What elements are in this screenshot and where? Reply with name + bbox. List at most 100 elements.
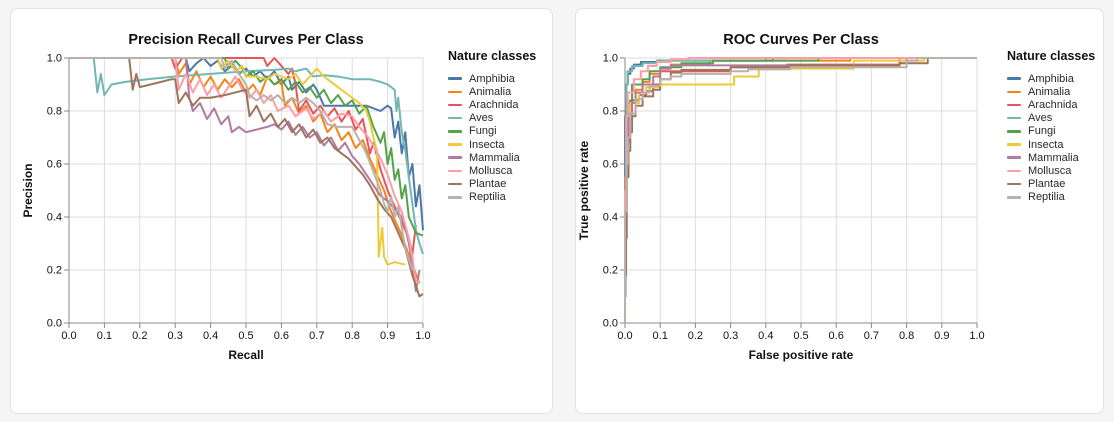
y-tick-label: 0.2 — [603, 265, 618, 277]
legend-item: Fungi — [448, 125, 536, 138]
x-tick-label: 0.3 — [723, 330, 738, 342]
x-tick-label: 0.1 — [97, 330, 112, 342]
legend-item: Amphibia — [1007, 72, 1095, 85]
legend-item: Plantae — [1007, 178, 1095, 191]
legend-swatch-icon — [448, 182, 462, 186]
y-axis-title: True positive rate — [577, 140, 591, 240]
series-line-fungi — [69, 57, 424, 237]
legend-swatch-icon — [448, 130, 462, 133]
x-axis-title: Recall — [228, 348, 263, 362]
legend-label: Animalia — [1028, 85, 1071, 98]
legend-item: Arachnida — [1007, 98, 1095, 111]
chart-svg: 0.0 0.1 0.2 0.3 0.4 0.5 0.6 0.7 0.8 0.9 1.0 0.0 0.2 0… — [21, 53, 431, 363]
legend-swatch-icon — [1007, 196, 1021, 199]
pr-chart-card: Precision Recall Curves Per Class 0.0 0.1… — [10, 8, 553, 414]
series-line-mollusca — [624, 57, 977, 323]
legend-swatch-icon — [1007, 103, 1021, 107]
legend-label: Amphibia — [1028, 72, 1074, 85]
x-tick-label: 0.9 — [380, 330, 395, 342]
y-tick-label: 1.0 — [47, 53, 62, 65]
legend-swatch-icon — [1007, 130, 1021, 133]
y-tick-label: 0.8 — [47, 106, 62, 118]
x-tick-label: 0.3 — [168, 330, 183, 342]
legend-swatch-icon — [1007, 116, 1021, 120]
y-tick-label: 0.0 — [47, 318, 62, 330]
legend-swatch-icon — [1007, 156, 1021, 159]
y-tick-label: 0.4 — [47, 212, 62, 224]
legend-item: Plantae — [448, 178, 536, 191]
legend-item: Mollusca — [448, 164, 536, 177]
legend-items: Amphibia Animalia Arachnida Aves Fungi Insect… — [1007, 72, 1095, 204]
legend-item: Reptilia — [448, 191, 536, 204]
legend-swatch-icon — [1007, 182, 1021, 186]
legend-label: Fungi — [1028, 125, 1056, 138]
legend-swatch-icon — [448, 103, 462, 107]
legend-label: Mollusca — [469, 164, 513, 177]
legend-item: Insecta — [448, 138, 536, 151]
legend-swatch-icon — [448, 77, 462, 80]
x-tick-label: 0.6 — [829, 330, 844, 342]
legend-swatch-icon — [448, 156, 462, 159]
legend-label: Arachnida — [469, 98, 519, 111]
x-tick-label: 0.5 — [793, 330, 808, 342]
x-tick-label: 1.0 — [415, 330, 430, 342]
x-tick-label: 1.0 — [969, 330, 984, 342]
legend-label: Plantae — [469, 178, 507, 191]
roc-chart-card: ROC Curves Per Class 0.0 0.1 0.2 0.3 0.4 0.5 0… — [575, 8, 1104, 414]
legend-label: Mollusca — [1028, 164, 1072, 177]
legend-label: Animalia — [469, 85, 512, 98]
legend-item: Mammalia — [1007, 151, 1095, 164]
x-tick-label: 0.2 — [132, 330, 147, 342]
y-tick-label: 0.4 — [603, 212, 618, 224]
series-line-aves — [69, 57, 424, 255]
legend-swatch-icon — [448, 143, 462, 146]
legend-swatch-icon — [1007, 143, 1021, 146]
x-tick-label: 0.1 — [653, 330, 668, 342]
legend-label: Plantae — [1028, 178, 1066, 191]
pr-legend: Nature classes Amphibia Animalia Arachnida… — [448, 49, 536, 204]
pr-chart-title: Precision Recall Curves Per Class — [128, 32, 364, 48]
x-tick-label: 0.7 — [309, 330, 324, 342]
legend-label: Mammalia — [469, 151, 520, 164]
series-line-plantae — [69, 57, 424, 298]
y-tick-label: 0.0 — [603, 318, 618, 330]
x-axis-title: False positive rate — [749, 348, 854, 362]
y-axis-title: Precision — [21, 163, 35, 217]
series-line-reptilia — [69, 57, 414, 271]
y-tick-label: 0.2 — [47, 265, 62, 277]
roc-chart-title: ROC Curves Per Class — [723, 32, 879, 48]
legend-title: Nature classes — [1007, 49, 1096, 63]
y-tick-label: 0.6 — [603, 159, 618, 171]
legend-item: Insecta — [1007, 138, 1095, 151]
legend-label: Amphibia — [469, 72, 515, 85]
legend-swatch-icon — [1007, 77, 1021, 80]
legend-label: Reptilia — [469, 191, 506, 204]
x-tick-label: 0.9 — [934, 330, 949, 342]
legend-label: Mammalia — [1028, 151, 1079, 164]
chart-svg: 0.0 0.1 0.2 0.3 0.4 0.5 0.6 0.7 0.8 0.9 1.0 0.0 0.2 0… — [577, 53, 985, 363]
legend-item: Mollusca — [1007, 164, 1095, 177]
x-tick-label: 0.4 — [203, 330, 218, 342]
legend-item: Amphibia — [448, 72, 536, 85]
legend-title: Nature classes — [448, 49, 537, 63]
legend-item: Fungi — [1007, 125, 1095, 138]
series-line-insecta — [69, 57, 406, 266]
x-tick-label: 0.8 — [345, 330, 360, 342]
legend-item: Arachnida — [448, 98, 536, 111]
legend-swatch-icon — [448, 90, 462, 94]
x-tick-label: 0.7 — [864, 330, 879, 342]
legend-label: Arachnida — [1028, 98, 1078, 111]
x-tick-label: 0.5 — [238, 330, 253, 342]
legend-label: Insecta — [1028, 138, 1064, 151]
y-tick-label: 1.0 — [603, 53, 618, 65]
series-line-mollusca — [69, 57, 421, 285]
legend-swatch-icon — [448, 169, 462, 173]
x-tick-label: 0.2 — [688, 330, 703, 342]
legend-label: Aves — [1028, 112, 1053, 125]
legend-item: Aves — [1007, 112, 1095, 125]
legend-label: Reptilia — [1028, 191, 1065, 204]
y-tick-label: 0.8 — [603, 106, 618, 118]
legend-swatch-icon — [448, 196, 462, 199]
legend-swatch-icon — [1007, 169, 1021, 173]
x-tick-label: 0.4 — [758, 330, 773, 342]
